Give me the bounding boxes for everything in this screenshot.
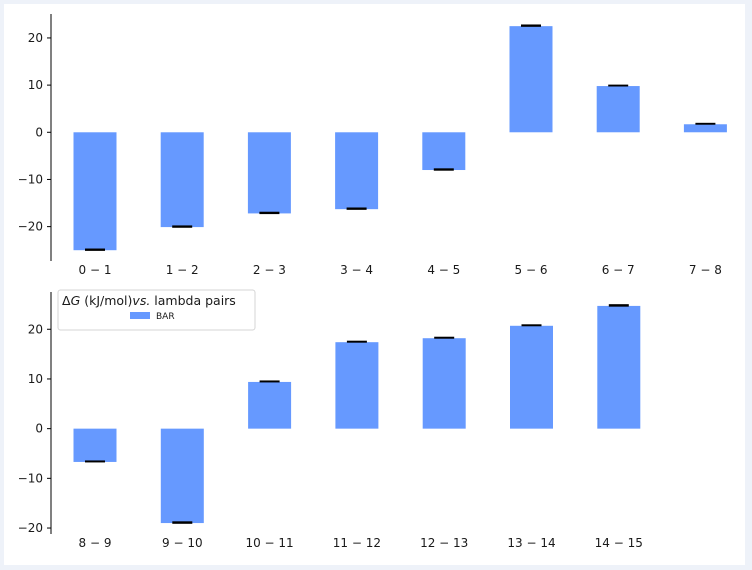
bar — [73, 132, 117, 251]
y-tick-label: 10 — [28, 78, 43, 92]
error-bar — [259, 211, 280, 215]
bar — [73, 428, 117, 462]
top-bar-chart: −20 −10 0 10 20 0 − 1 1 − 2 2 − 3 3 − 4 4 − 5 5 − … — [18, 14, 727, 277]
x-tick-label: 11 − 12 — [333, 536, 381, 550]
bar — [247, 132, 291, 214]
legend: ΔG (kJ/mol)vs. lambda pairs BAR — [57, 289, 256, 331]
error-bar — [85, 248, 105, 251]
x-tick-label: 10 − 11 — [245, 536, 293, 550]
y-tick-label: 20 — [28, 31, 43, 45]
x-tick-label: 14 − 15 — [595, 536, 643, 550]
x-tick-label: 9 − 10 — [162, 536, 203, 550]
error-bar — [434, 336, 455, 339]
error-bar — [433, 168, 454, 171]
bar — [509, 26, 553, 133]
x-tick-label: 4 − 5 — [427, 263, 460, 277]
error-bar — [172, 521, 193, 524]
legend-entry-label: BAR — [156, 312, 175, 322]
x-tick-label: 0 − 1 — [79, 263, 112, 277]
x-tick-label: 1 − 2 — [166, 263, 199, 277]
figure-canvas: −20 −10 0 10 20 0 − 1 1 − 2 2 − 3 3 − 4 4 − 5 5 − … — [4, 4, 745, 565]
error-bar — [346, 207, 367, 210]
y-tick-label: −20 — [18, 220, 43, 234]
error-bar — [608, 304, 629, 307]
bar — [422, 338, 466, 429]
y-tick-label: 0 — [35, 125, 43, 139]
error-bar — [85, 460, 105, 463]
y-tick-label: −10 — [18, 471, 43, 485]
bar — [683, 124, 727, 133]
y-tick-label: 20 — [28, 322, 43, 336]
error-bar — [259, 380, 280, 383]
bar — [422, 132, 466, 171]
bottom-bar-chart: −20 −10 0 10 20 8 − 9 9 − 10 10 − 11 11 − 12 12 −… — [18, 289, 643, 550]
bar — [596, 86, 640, 133]
bar — [160, 428, 204, 524]
bar — [248, 381, 292, 429]
error-bar — [521, 24, 541, 27]
x-tick-label: 6 − 7 — [602, 263, 635, 277]
x-tick-label: 2 − 3 — [253, 263, 286, 277]
legend-frame — [57, 289, 256, 331]
error-bar — [521, 324, 542, 327]
error-bar — [608, 84, 629, 87]
bar — [335, 342, 379, 429]
legend-swatch — [130, 312, 150, 319]
y-tick-label: 0 — [35, 422, 43, 436]
bar — [510, 325, 553, 429]
error-bar — [346, 340, 367, 343]
y-tick-label: −10 — [18, 172, 43, 186]
bar — [335, 132, 379, 210]
legend-title: ΔG (kJ/mol)vs. lambda pairs — [62, 293, 236, 308]
x-tick-label: 5 − 6 — [515, 263, 548, 277]
x-tick-label: 12 − 13 — [420, 536, 468, 550]
x-tick-label: 8 − 9 — [79, 536, 112, 550]
x-tick-label: 13 − 14 — [507, 536, 555, 550]
y-tick-label: −20 — [18, 521, 43, 535]
y-tick-label: 10 — [28, 372, 43, 386]
x-tick-label: 7 − 8 — [689, 263, 722, 277]
error-bar — [172, 225, 193, 228]
bar — [160, 132, 204, 228]
bar — [597, 305, 641, 429]
x-tick-label: 3 − 4 — [340, 263, 373, 277]
error-bar — [695, 122, 716, 125]
